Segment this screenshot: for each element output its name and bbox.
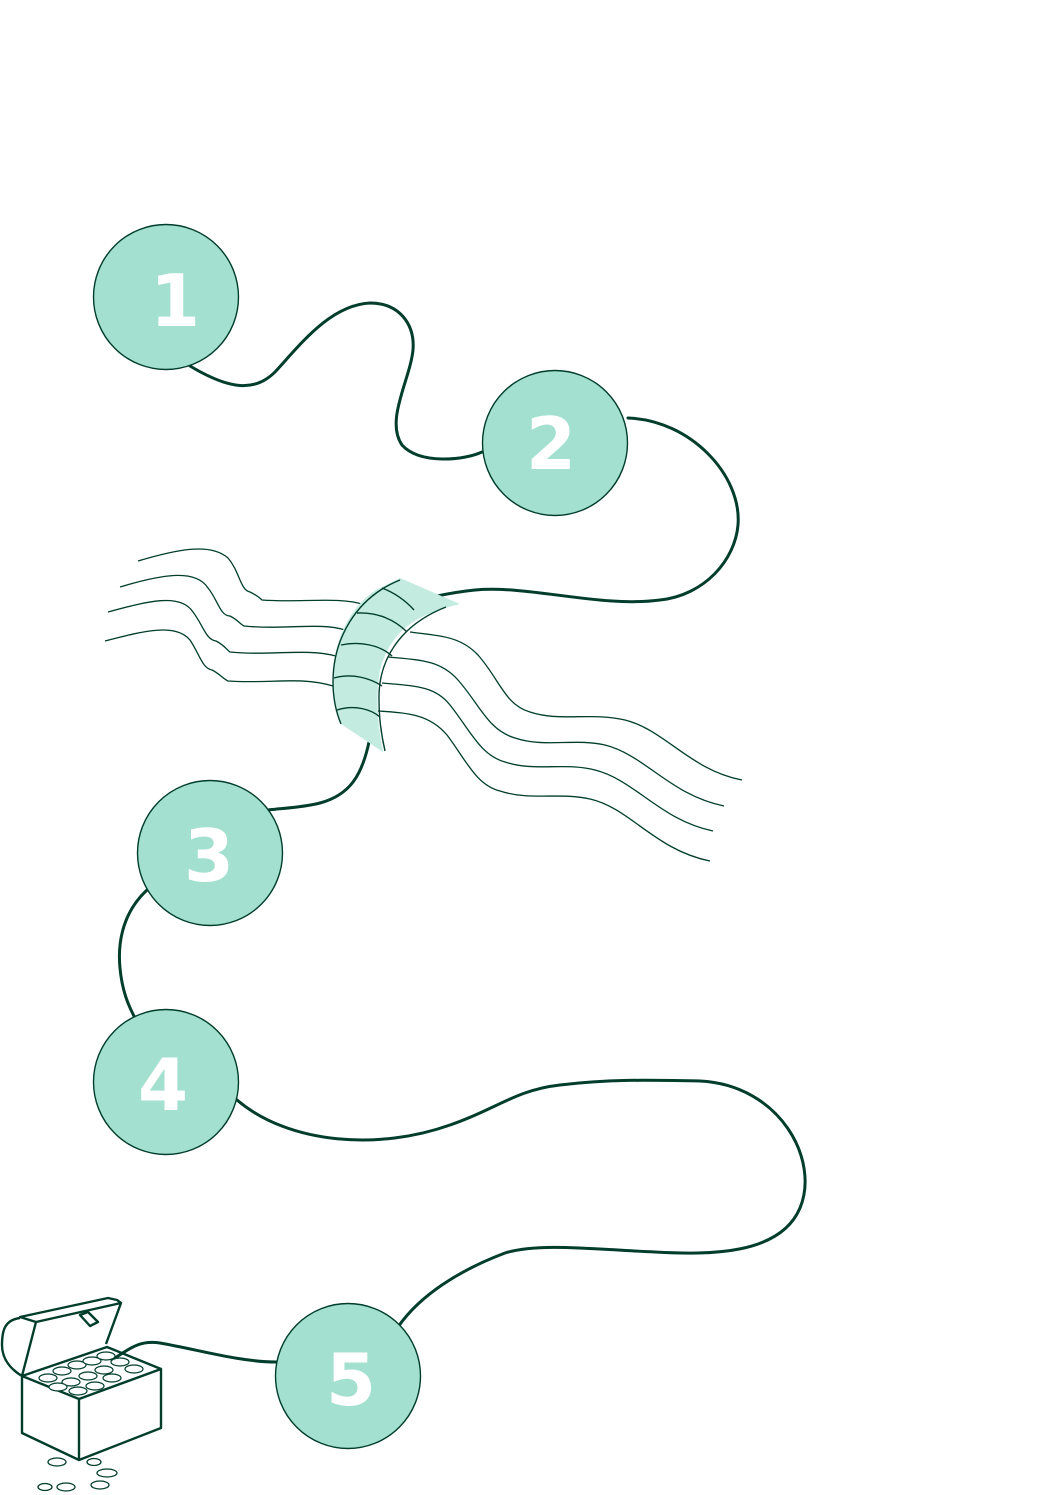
- coin: [90, 1480, 110, 1490]
- coin: [78, 1371, 98, 1381]
- step-5: 5: [274, 1302, 422, 1450]
- path-segment-5-chest: [110, 1340, 278, 1364]
- coin: [94, 1365, 114, 1375]
- coin: [102, 1373, 122, 1383]
- bridge-rail-outer: [332, 579, 401, 725]
- coin: [86, 1457, 102, 1467]
- path-segment-bridge-3: [266, 740, 371, 812]
- step-1-label: 1: [150, 259, 200, 343]
- step-4: 4: [92, 1008, 240, 1156]
- coin: [96, 1351, 116, 1361]
- chest-lid: [20, 1301, 123, 1377]
- bridge-plank: [356, 612, 408, 633]
- bridge-plank: [333, 675, 383, 687]
- winding-path: [110, 301, 807, 1364]
- coin: [37, 1482, 53, 1492]
- chest-rim: [21, 1345, 162, 1378]
- bridge-plank: [336, 706, 381, 718]
- coin: [124, 1364, 144, 1374]
- scattered-coins: [37, 1457, 118, 1492]
- river-line-8: [377, 710, 711, 862]
- step-1: 1: [92, 223, 240, 371]
- coin: [82, 1356, 102, 1366]
- bridge-plank: [340, 642, 393, 657]
- step-circles: 1 2 3 4 5: [92, 223, 629, 1450]
- coin: [61, 1377, 81, 1387]
- river-line-6: [387, 656, 725, 807]
- bridge-rail-inner: [378, 606, 447, 752]
- step-3: 3: [136, 779, 284, 927]
- coin: [56, 1482, 76, 1492]
- step-3-label: 3: [184, 814, 234, 898]
- coin: [110, 1357, 130, 1367]
- step-4-label: 4: [138, 1043, 188, 1127]
- bridge: [332, 578, 460, 752]
- step-2-label: 2: [526, 402, 576, 486]
- path-segment-4-5: [235, 1078, 807, 1329]
- treasure-chest-icon: [0, 1296, 163, 1462]
- coin: [67, 1360, 87, 1370]
- coin: [47, 1457, 67, 1467]
- river-line-5: [409, 631, 743, 781]
- coin: [48, 1382, 68, 1392]
- bridge-plank: [381, 587, 415, 611]
- river-line-4: [104, 629, 334, 687]
- path-segment-1-2: [188, 301, 484, 461]
- coin: [85, 1381, 105, 1391]
- bridge-deck: [332, 578, 460, 752]
- coin: [38, 1373, 58, 1383]
- chest-lid-side: [0, 1316, 23, 1378]
- river-line-7: [381, 682, 714, 832]
- river-line-2: [119, 574, 346, 631]
- river: [104, 548, 743, 862]
- chest-lid-top: [18, 1296, 122, 1324]
- chest-latch: [78, 1310, 100, 1328]
- step-5-label: 5: [326, 1338, 376, 1422]
- river-line-3: [107, 599, 337, 657]
- coin: [52, 1366, 72, 1376]
- path-segment-3-4: [117, 888, 149, 1020]
- river-line-1: [137, 548, 366, 606]
- chest-side: [78, 1367, 163, 1462]
- step-2: 2: [481, 369, 629, 517]
- path-segment-2-bridge: [430, 416, 740, 604]
- coin: [96, 1468, 118, 1478]
- coin: [68, 1386, 88, 1396]
